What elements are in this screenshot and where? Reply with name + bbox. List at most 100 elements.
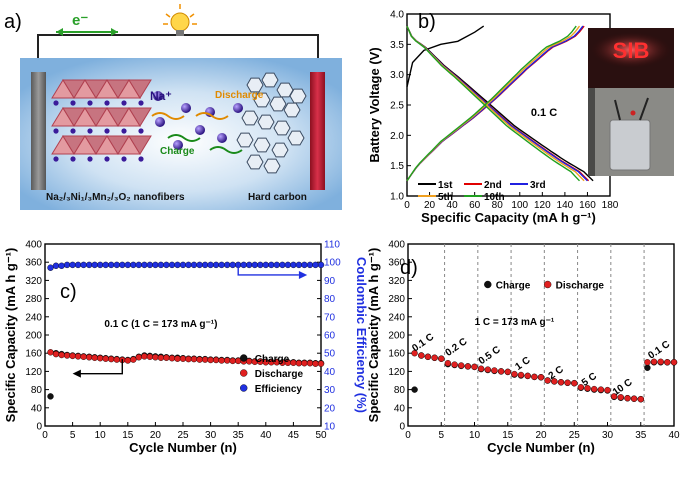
sodium-site: [104, 100, 110, 106]
c-point-efficiency: [85, 261, 93, 269]
d-point-discharge: [458, 362, 465, 369]
sodium-site: [87, 156, 93, 162]
c-y2-axis-label: Coulombic Efficiency (%): [354, 257, 369, 413]
c-point-efficiency: [295, 261, 303, 269]
c-point-efficiency: [102, 261, 109, 269]
c-x-axis-label: Cycle Number (n): [129, 440, 237, 455]
d-point-discharge: [411, 350, 418, 357]
discharge-arrow-2: [195, 112, 229, 120]
sodium-site: [87, 100, 93, 106]
d-x-tick-label: 15: [502, 430, 514, 441]
b-y-tick-label: 3.5: [390, 40, 404, 51]
d-legend-marker: [484, 280, 492, 289]
d-point-charge: [411, 386, 418, 393]
b-charge-curve-1st: [406, 25, 485, 87]
d-point-discharge: [511, 370, 518, 378]
c-point-discharge: [168, 355, 176, 362]
sodium-site: [104, 156, 110, 162]
b-y-tick-label: 2.5: [390, 101, 404, 112]
d-x-tick-label: 25: [569, 430, 581, 441]
c-left-axis-arrow: [78, 359, 123, 375]
sodium-ion: [217, 133, 227, 143]
cathode-label: Na₂/₃Ni₁/₃Mn₂/₃O₂ nanofibers: [46, 192, 185, 203]
d-y-tick-label: 400: [388, 240, 405, 251]
panel-a-schematic: a) e⁻ Na⁺ Discharge Charge: [4, 4, 342, 210]
d-x-tick-label: 40: [668, 430, 680, 441]
b-x-tick-label: 100: [511, 200, 528, 211]
c-point-efficiency: [212, 261, 220, 269]
carbon-hexagon: [283, 102, 301, 118]
panel-d-label: d): [400, 257, 418, 279]
c-point-efficiency: [135, 261, 143, 269]
d-legend-marker: [543, 280, 552, 289]
c-point-discharge: [174, 355, 181, 362]
led-text: SIB: [613, 38, 650, 63]
carbon-hexagon: [287, 130, 305, 146]
carbon-hexagon: [253, 92, 271, 108]
d-point-discharge: [418, 352, 425, 359]
b-y-tick-label: 4.0: [390, 10, 404, 21]
d-y-tick-label: 120: [388, 367, 405, 378]
c-y-tick-label: 0: [36, 422, 42, 433]
c-point-discharge: [135, 354, 143, 361]
d-point-discharge: [471, 363, 478, 371]
b-legend-label: 5th: [438, 192, 453, 203]
sodium-site: [121, 128, 127, 134]
d-point-charge: [644, 364, 651, 371]
c-point-efficiency: [124, 261, 132, 269]
sodium-site: [138, 156, 144, 162]
d-rate-annotation: 1 C = 173 mA g⁻¹: [475, 317, 555, 328]
carbon-hexagon: [236, 132, 254, 148]
d-legend-label: Discharge: [556, 280, 605, 291]
c-point-efficiency: [317, 261, 325, 269]
carbon-hexagon: [246, 77, 264, 93]
octahedron: [128, 79, 152, 99]
sodium-site: [53, 156, 59, 162]
c-x-tick-label: 50: [315, 430, 327, 441]
sodium-site: [70, 100, 76, 106]
carbon-hexagon: [257, 114, 275, 130]
c-point-efficiency: [229, 261, 236, 269]
b-x-tick-label: 180: [602, 200, 619, 211]
c-x-tick-label: 15: [122, 430, 134, 441]
c-point-discharge: [69, 352, 76, 360]
sodium-site: [53, 100, 59, 106]
c-point-efficiency: [91, 261, 98, 269]
c-point-efficiency: [152, 261, 159, 269]
sodium-site: [70, 156, 76, 162]
d-y-tick-label: 280: [388, 294, 405, 305]
c-y2-tick-label: 10: [324, 422, 336, 433]
c-point-discharge: [157, 354, 165, 361]
b-x-tick-label: 140: [557, 200, 574, 211]
layered-oxide-structure: [51, 79, 152, 162]
d-rate-label: 0.1 C: [410, 332, 436, 355]
c-y-tick-label: 320: [25, 276, 42, 287]
c-point-discharge: [74, 353, 82, 360]
c-point-discharge: [146, 353, 154, 360]
c-point-discharge: [107, 355, 115, 363]
d-point-discharge: [544, 377, 551, 384]
c-y2-tick-label: 100: [324, 258, 341, 269]
c-point-discharge: [223, 357, 231, 364]
c-right-axis-arrow-head: [298, 270, 308, 279]
c-point-efficiency: [218, 261, 225, 269]
d-y-axis-label: Specific Capacity (mA h g⁻¹): [366, 248, 381, 423]
b-y-tick-label: 2.0: [390, 131, 404, 142]
c-point-efficiency: [185, 261, 192, 269]
d-point-discharge: [664, 359, 671, 366]
c-y-tick-label: 80: [31, 385, 43, 396]
d-y-tick-label: 80: [394, 385, 406, 396]
c-point-discharge: [301, 360, 308, 367]
c-y2-tick-label: 20: [324, 403, 336, 414]
d-x-axis-label: Cycle Number (n): [487, 440, 595, 455]
d-rate-label: 1 C: [513, 355, 532, 373]
d-x-tick-label: 30: [602, 430, 614, 441]
c-legend-label: Charge: [255, 354, 290, 365]
c-point-efficiency: [223, 261, 231, 269]
sodium-ion: [153, 91, 163, 101]
b-y-axis-label: Battery Voltage (V): [367, 47, 382, 162]
c-point-efficiency: [80, 261, 87, 269]
c-point-discharge: [218, 357, 225, 364]
d-point-discharge: [451, 361, 458, 368]
c-legend-label: Discharge: [255, 369, 304, 380]
